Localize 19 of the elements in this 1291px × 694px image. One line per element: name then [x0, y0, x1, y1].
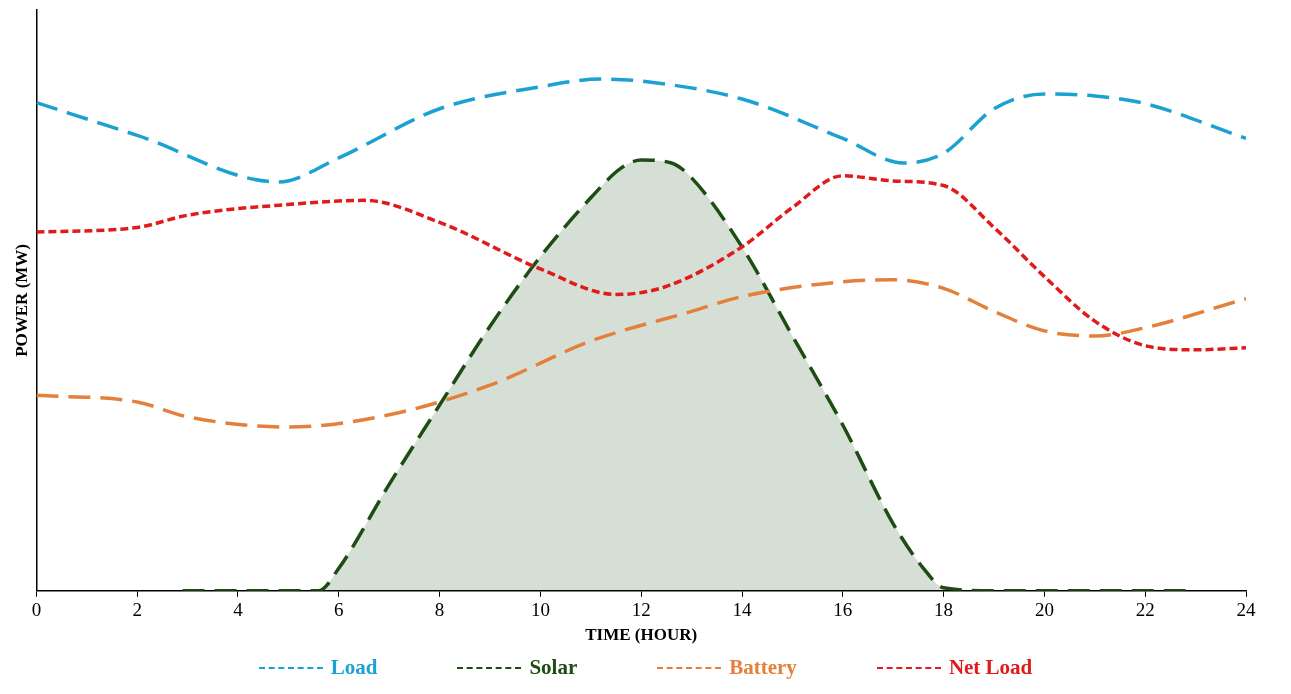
legend-label: Solar [529, 655, 578, 680]
x-tick-label: 2 [132, 599, 142, 621]
x-tick-label: 4 [233, 599, 244, 621]
x-axis-title: TIME (HOUR) [585, 625, 698, 645]
x-tick-label: 0 [31, 599, 42, 621]
x-tick-label: 14 [732, 599, 752, 621]
x-tick-label: 24 [1236, 599, 1256, 621]
x-tick-label: 6 [334, 599, 344, 621]
x-tick-label: 20 [1034, 599, 1054, 621]
x-tick-label: 10 [530, 599, 550, 621]
legend-label: Net Load [948, 655, 1033, 680]
legend-label: Load [330, 655, 378, 680]
x-tick-label: 22 [1135, 599, 1155, 621]
x-tick-label: 18 [934, 599, 954, 621]
y-axis-title: POWER (MW) [11, 243, 31, 357]
x-tick-label: 16 [833, 599, 853, 621]
x-tick-label: 8 [434, 599, 445, 621]
legend-label: Battery [729, 655, 797, 680]
x-tick-label: 12 [631, 599, 651, 621]
